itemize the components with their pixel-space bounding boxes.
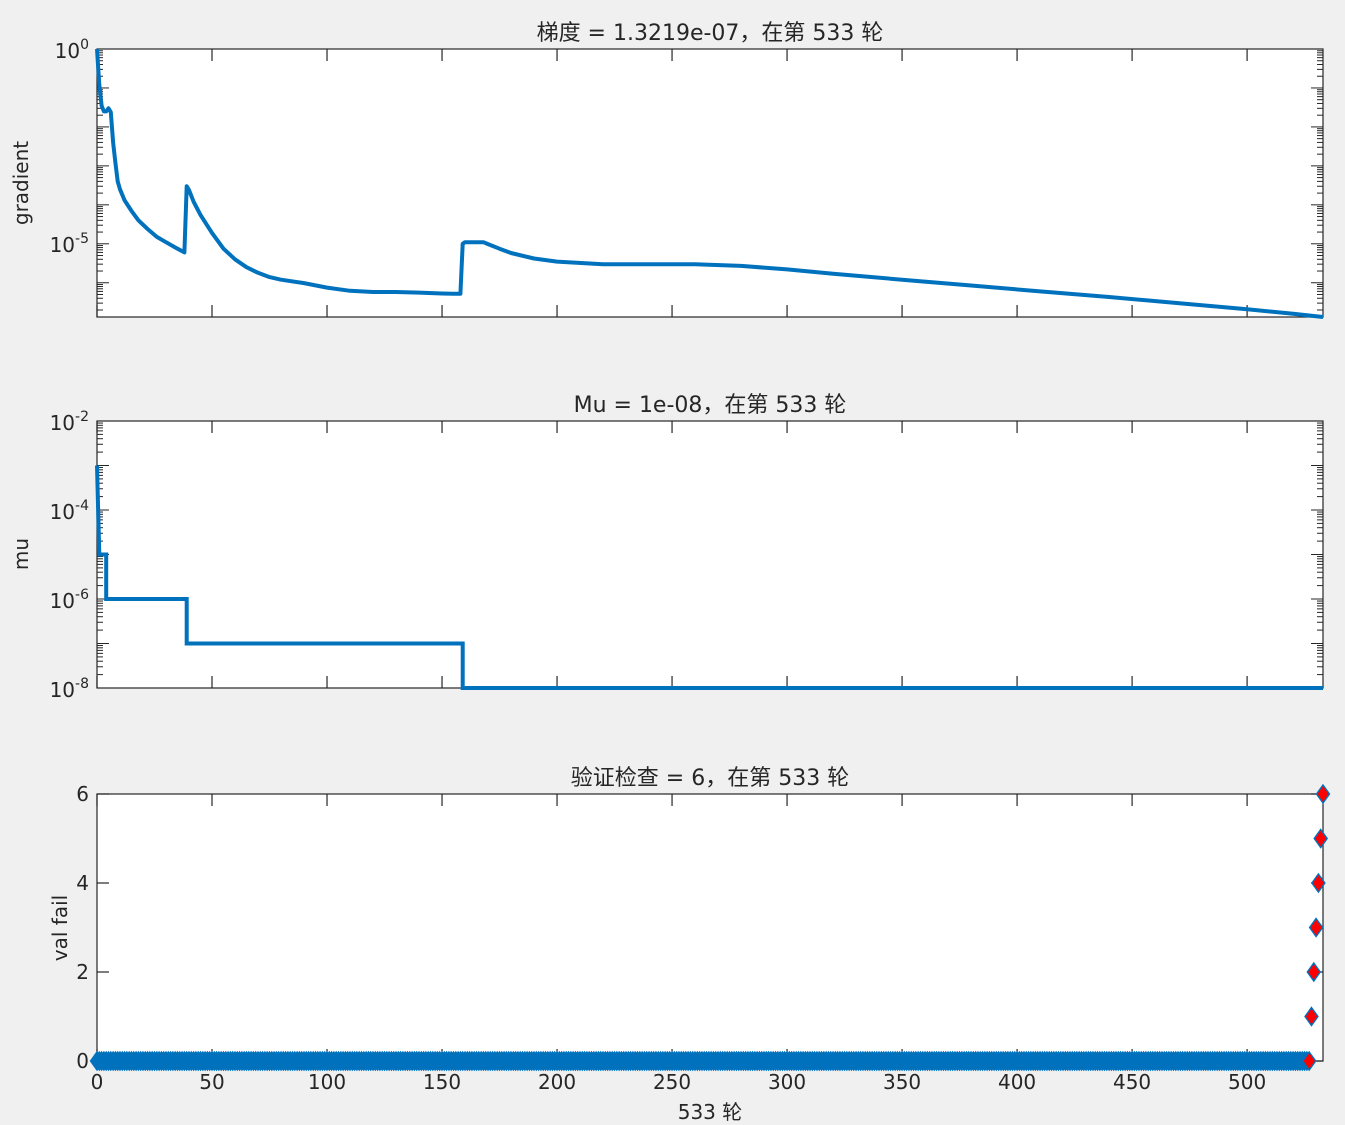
valfail-xticks: 0 50 100 150 200 250 300 350 400 450 500 xyxy=(91,794,1266,1094)
xtick-label: 350 xyxy=(883,1070,921,1094)
gradient-panel: 梯度 = 1.3219e-07，在第 533 轮 gradient 100 10… xyxy=(9,21,1324,319)
xtick-label: 500 xyxy=(1228,1070,1266,1094)
mu-ytick-label: 10-6 xyxy=(50,587,90,613)
gradient-title: 梯度 = 1.3219e-07，在第 533 轮 xyxy=(537,21,884,46)
xtick-label: 450 xyxy=(1113,1070,1151,1094)
mu-title: Mu = 1e-08，在第 533 轮 xyxy=(574,393,847,418)
gradient-xticks xyxy=(96,49,1248,317)
gradient-ytick-label: 10-5 xyxy=(50,231,89,257)
xtick-label: 400 xyxy=(998,1070,1036,1094)
fail-point xyxy=(1304,1006,1319,1027)
mu-ytick-label: 10-2 xyxy=(50,409,89,435)
valfail-points xyxy=(89,783,1331,1072)
gradient-ytick-labels: 100 10-5 xyxy=(50,37,89,257)
xtick-label: 50 xyxy=(199,1070,224,1094)
xtick-label: 150 xyxy=(423,1070,461,1094)
xtick-label: 250 xyxy=(653,1070,691,1094)
ytick-label: 4 xyxy=(76,871,89,895)
xtick-label: 0 xyxy=(91,1070,104,1094)
fail-point xyxy=(1315,783,1331,805)
fail-point xyxy=(1311,872,1326,894)
mu-series-line xyxy=(95,465,1323,690)
fail-point xyxy=(1313,828,1329,849)
ytick-label: 6 xyxy=(76,782,89,806)
fail-point xyxy=(1308,917,1324,938)
valfail-title: 验证检查 = 6，在第 533 轮 xyxy=(571,766,849,791)
valfail-xlabel: 533 轮 xyxy=(678,1100,743,1124)
mu-axes-box xyxy=(96,420,1324,689)
fail-point xyxy=(1306,961,1322,983)
mu-panel: Mu = 1e-08，在第 533 轮 mu 10-2 10-4 10-6 10… xyxy=(9,393,1324,702)
mu-ytick-labels: 10-2 10-4 10-6 10-8 xyxy=(50,409,90,702)
gradient-ylabel: gradient xyxy=(9,141,33,225)
valfail-axes-box xyxy=(96,793,1324,1062)
mu-ytick-label: 10-8 xyxy=(50,676,89,702)
valfail-panel: 验证检查 = 6，在第 533 轮 val fail 533 轮 0 50 100 1… xyxy=(48,766,1331,1124)
xtick-label: 200 xyxy=(538,1070,576,1094)
fail-point xyxy=(1301,1050,1317,1072)
ytick-label: 0 xyxy=(76,1049,89,1073)
gradient-ytick-label: 100 xyxy=(55,37,89,63)
xtick-label: 100 xyxy=(308,1070,346,1094)
gradient-ytick-marks xyxy=(97,48,1323,311)
gradient-series-line xyxy=(95,48,1324,319)
ytick-label: 2 xyxy=(76,960,89,984)
mu-ytick-label: 10-4 xyxy=(50,498,90,524)
mu-ylabel: mu xyxy=(9,538,33,570)
xtick-label: 300 xyxy=(768,1070,806,1094)
valfail-ylabel: val fail xyxy=(48,895,72,961)
gradient-axes-box xyxy=(96,48,1324,318)
